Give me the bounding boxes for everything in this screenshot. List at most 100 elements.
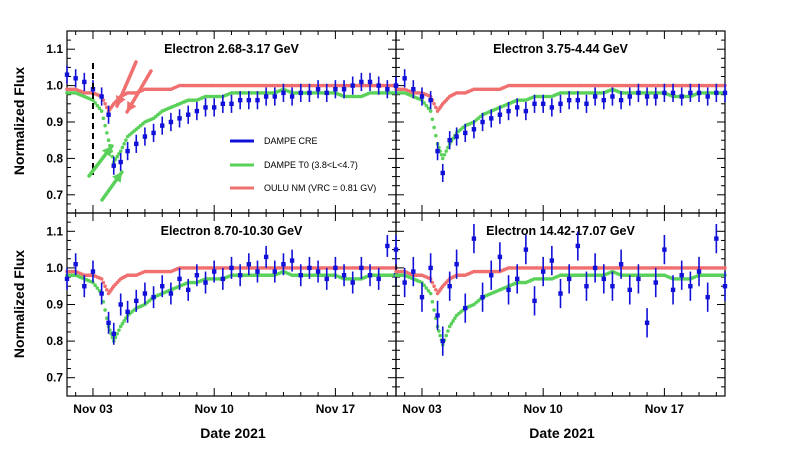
data-point-t0 [103, 123, 107, 128]
data-point-t0 [93, 283, 97, 288]
data-point-oulu [434, 105, 438, 110]
data-point-cre [618, 97, 624, 103]
data-point-cre [722, 90, 728, 96]
data-point-cre [73, 262, 78, 267]
data-point-cre [558, 291, 563, 296]
data-point-cre [272, 94, 277, 99]
data-point-cre [194, 273, 200, 278]
data-point-cre [315, 87, 321, 92]
data-point-t0 [106, 138, 111, 142]
data-point-t0 [95, 103, 100, 108]
y-tick-label: 0.9 [46, 298, 63, 312]
data-point-cre [393, 247, 399, 252]
data-point-cre [125, 309, 130, 315]
y-tick-label: 0.7 [46, 371, 63, 385]
data-point-cre [263, 94, 269, 99]
data-point-cre [670, 287, 676, 293]
data-point-t0 [422, 283, 426, 288]
data-point-cre [315, 269, 321, 274]
panel-title: Electron 8.70-10.30 GeV [161, 224, 303, 238]
data-point-t0 [117, 152, 121, 156]
data-point-cre [350, 280, 355, 285]
data-point-t0 [95, 286, 100, 290]
data-point-oulu [101, 98, 106, 102]
data-point-cre [220, 276, 226, 282]
data-point-cre [186, 287, 191, 293]
panel-frame [395, 30, 726, 214]
data-point-t0 [120, 145, 125, 150]
data-point-cre [246, 97, 252, 103]
data-point-cre [73, 76, 78, 81]
data-point-t0 [97, 106, 102, 111]
data-point-cre [584, 101, 589, 106]
data-point-cre [289, 258, 295, 263]
data-point-cre [592, 265, 598, 271]
data-point-cre [584, 284, 589, 289]
data-point-cre [575, 97, 581, 103]
data-point-cre [670, 90, 676, 96]
data-point-cre [281, 262, 286, 267]
data-point-oulu [101, 280, 106, 285]
data-point-cre [506, 287, 511, 293]
series-dampe-cre [393, 69, 728, 183]
data-point-cre [653, 280, 658, 285]
data-point-cre [341, 273, 347, 278]
data-point-cre [160, 123, 165, 128]
data-point-t0 [105, 316, 109, 321]
data-point-cre [367, 273, 373, 278]
data-point-cre [255, 97, 260, 103]
data-point-cre [653, 94, 658, 99]
data-point-cre [237, 273, 243, 278]
data-point-cre [111, 331, 116, 336]
data-point-cre [118, 302, 123, 307]
data-point-t0 [426, 288, 431, 293]
data-point-cre [454, 262, 459, 267]
data-point-t0 [118, 324, 123, 329]
data-point-cre [447, 284, 452, 289]
data-point-cre [601, 97, 606, 103]
data-point-t0 [103, 308, 107, 312]
data-point-cre [575, 243, 581, 249]
data-point-cre [627, 94, 632, 99]
data-point-cre [168, 119, 174, 125]
data-point-t0 [115, 331, 120, 336]
data-point-cre [497, 112, 503, 117]
data-point-t0 [101, 299, 106, 304]
data-point-t0 [115, 154, 120, 159]
data-point-cre [333, 265, 338, 271]
y-tick-label: 1.0 [46, 79, 63, 93]
y-tick-label: 0.7 [46, 188, 63, 202]
data-point-t0 [426, 106, 431, 111]
data-point-cre [540, 101, 546, 106]
data-point-cre [246, 262, 252, 267]
legend-label-dampe-cre: DAMPE CRE [264, 136, 318, 146]
data-point-cre [722, 284, 728, 289]
panel-title: Electron 2.68-3.17 GeV [164, 42, 299, 56]
data-point-cre [463, 305, 468, 311]
data-point-t0 [117, 328, 121, 332]
data-point-t0 [446, 145, 450, 150]
data-point-t0 [432, 125, 436, 130]
data-point-cre [281, 90, 286, 96]
data-point-cre [566, 97, 572, 103]
data-point-t0 [440, 156, 445, 161]
data-point-cre [82, 284, 87, 289]
data-point-cre [151, 130, 156, 136]
series-dampe-cre [64, 65, 399, 175]
panel-2: Electron 3.75-4.44 GeV [393, 30, 728, 214]
data-point-cre [142, 291, 148, 296]
data-point-cre [359, 79, 364, 85]
data-point-cre [186, 112, 191, 117]
data-point-t0 [105, 131, 109, 135]
data-point-t0 [120, 321, 125, 326]
series-oulu-nm [394, 83, 727, 113]
data-point-t0 [122, 142, 126, 146]
data-point-cre [307, 90, 312, 96]
data-point-cre [134, 298, 139, 304]
data-point-cre [289, 94, 295, 99]
data-point-oulu [105, 288, 109, 292]
data-point-cre [601, 276, 606, 282]
data-point-cre [523, 108, 529, 114]
data-point-cre [411, 87, 416, 92]
data-point-t0 [124, 138, 128, 142]
